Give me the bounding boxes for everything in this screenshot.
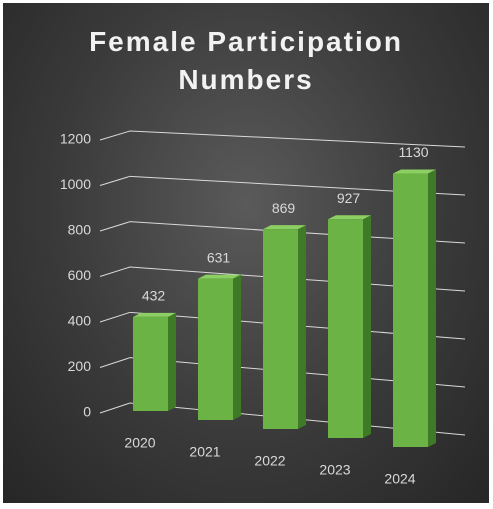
y-tick-label: 1000 — [60, 176, 91, 192]
bar-face — [133, 312, 176, 317]
bar-face — [428, 169, 436, 448]
bar-face — [263, 225, 306, 230]
bar — [328, 215, 371, 438]
y-tick-label: 600 — [68, 267, 92, 283]
bar-face — [328, 215, 371, 220]
bar-face — [393, 173, 428, 448]
data-label: 432 — [142, 288, 166, 304]
bar — [198, 274, 241, 420]
chart-title: Female Participation Numbers — [89, 26, 403, 95]
y-tick-label: 400 — [68, 313, 92, 329]
data-label: 927 — [337, 190, 361, 206]
y-tick-label: 200 — [68, 358, 92, 374]
plot: 0 200 400 600 800 1000 1200 432 2020 631 2021 869 20… — [60, 130, 466, 487]
x-tick-label: 2022 — [254, 453, 285, 469]
x-tick-label: 2024 — [384, 471, 415, 487]
bar-face — [198, 278, 233, 420]
y-tick-label: 800 — [68, 222, 92, 238]
bar-face — [363, 215, 371, 438]
bar-face — [298, 225, 306, 429]
bar-face — [133, 316, 168, 411]
x-tick-label: 2020 — [124, 435, 155, 451]
grid-line — [99, 130, 466, 148]
bar — [393, 169, 436, 448]
data-label: 869 — [272, 200, 296, 216]
grid-line — [99, 175, 466, 196]
bar-face — [263, 229, 298, 429]
data-label: 1130 — [398, 144, 428, 160]
bar-face — [198, 274, 241, 279]
bar — [263, 225, 306, 429]
bar-face — [393, 169, 436, 174]
y-tick-label: 0 — [83, 404, 91, 420]
x-tick-label: 2021 — [189, 444, 220, 460]
chart: Female Participation Numbers 0 200 400 600 8… — [3, 3, 489, 503]
data-label: 631 — [207, 249, 231, 265]
bar — [133, 312, 176, 411]
bar-face — [168, 312, 176, 411]
bar-face — [233, 274, 241, 420]
y-tick-label: 1200 — [60, 131, 91, 147]
bar-face — [328, 219, 363, 438]
x-tick-label: 2023 — [319, 462, 350, 478]
